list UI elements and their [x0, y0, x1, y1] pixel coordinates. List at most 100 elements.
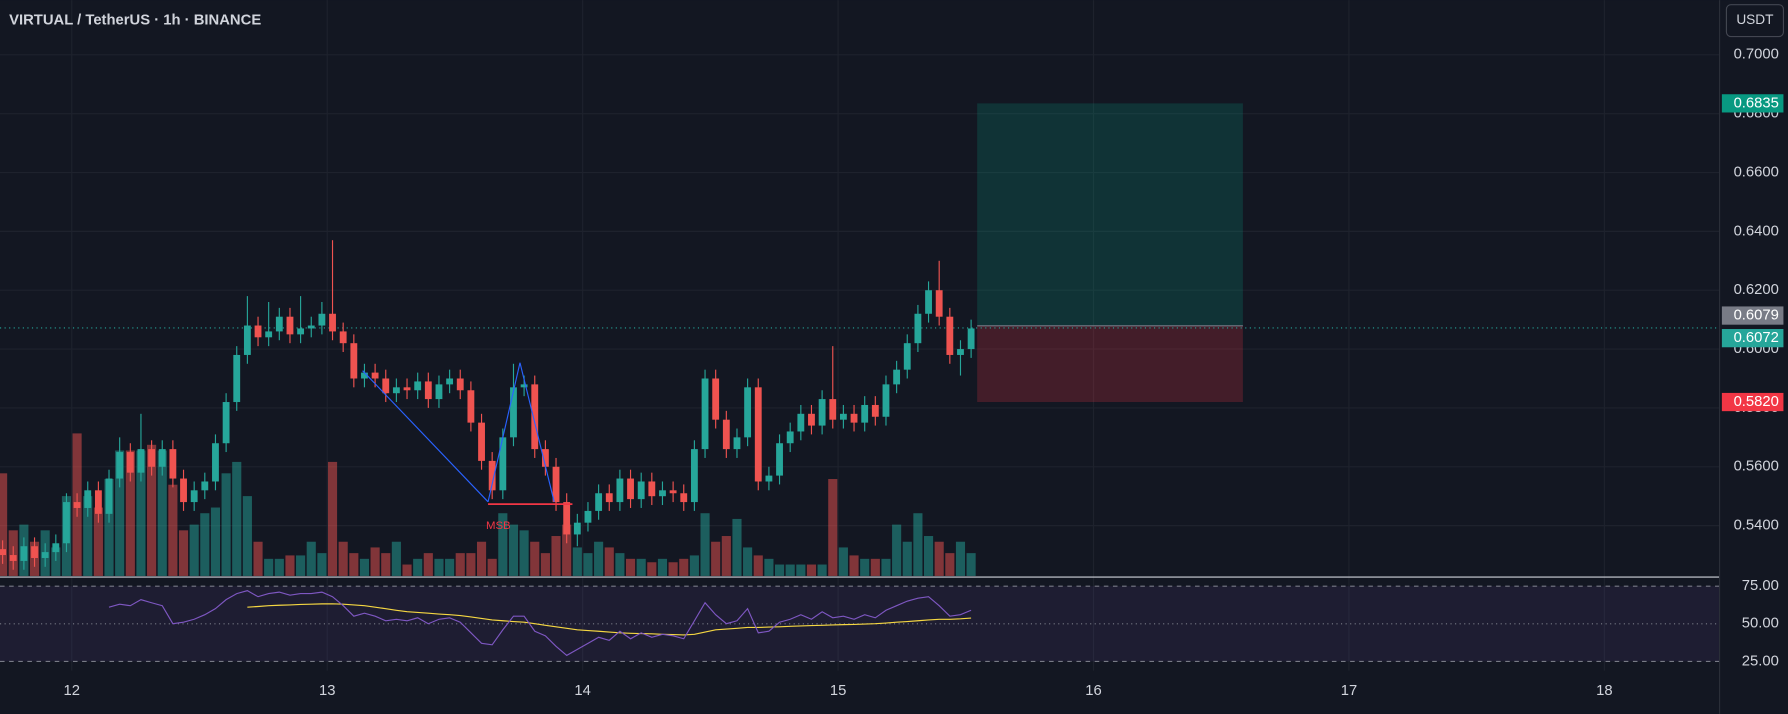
- candle-body: [307, 325, 315, 329]
- currency-button[interactable]: [1725, 4, 1785, 38]
- candle-body: [680, 493, 688, 503]
- grid: [0, 0, 1720, 671]
- volume-bar: [796, 564, 806, 576]
- volume-bar: [870, 558, 880, 576]
- volume-bar: [508, 524, 519, 576]
- volume-bar: [913, 513, 923, 576]
- candle-body: [63, 502, 70, 544]
- volume-bar: [551, 536, 561, 576]
- volume-bar: [83, 496, 93, 576]
- candle-body: [563, 502, 571, 535]
- currency-label[interactable]: USDT: [1736, 12, 1774, 27]
- candle-body: [648, 481, 656, 497]
- volume-bar: [232, 461, 242, 576]
- volume-bar: [125, 450, 135, 576]
- volume-bar: [849, 555, 859, 576]
- candle-body: [254, 325, 262, 338]
- candle-body: [584, 510, 592, 523]
- candle-body: [925, 290, 932, 314]
- candle-body: [467, 390, 475, 423]
- volume-bar: [136, 450, 146, 576]
- candle-body: [531, 384, 539, 450]
- rsi-ma-line: [247, 603, 972, 636]
- candle-body: [148, 449, 156, 467]
- candle-body: [946, 316, 954, 355]
- volume-bar: [359, 558, 370, 576]
- volume-bar: [317, 553, 327, 576]
- y-tick-label: 0.6600: [1734, 164, 1779, 180]
- entry-label-box: [1721, 306, 1784, 325]
- volume-bar: [711, 541, 721, 576]
- volume-bar: [189, 524, 199, 576]
- x-tick-label: 17: [1341, 683, 1357, 699]
- rsi-pane: [0, 585, 1720, 662]
- candle-body: [605, 493, 613, 503]
- candle-body: [914, 313, 922, 344]
- candle-body: [350, 343, 358, 379]
- candle-body: [637, 481, 645, 500]
- volume-bar: [402, 564, 412, 576]
- candle-body: [318, 313, 326, 326]
- stop-zone: [977, 325, 1243, 403]
- volume-bar: [753, 555, 763, 576]
- candle-body: [829, 399, 837, 420]
- candle-body: [73, 502, 81, 508]
- candle-body: [233, 354, 241, 403]
- volume-bar: [902, 541, 912, 576]
- volume-bar: [966, 553, 976, 576]
- candle-body: [510, 387, 517, 438]
- candle-body: [222, 402, 230, 444]
- volume-bar: [296, 555, 306, 576]
- candle-body: [871, 404, 879, 417]
- volume-bar: [743, 547, 753, 576]
- candle-body: [850, 413, 858, 423]
- price-axis: 12 13 14 15 16 17 180.70000.68000.66000.64000.…: [64, 47, 1784, 699]
- volume-bar: [838, 547, 848, 576]
- candle-body: [786, 431, 794, 444]
- target-label-box: [1721, 94, 1784, 113]
- volume-bar: [327, 461, 338, 576]
- candle-body: [733, 437, 741, 450]
- candle-body: [765, 475, 773, 482]
- volume-bar: [689, 555, 699, 576]
- candle-body: [243, 325, 251, 355]
- volume-bar: [253, 541, 263, 576]
- volume-bar: [923, 536, 934, 576]
- volume-bar: [721, 536, 731, 576]
- volume-bar: [679, 558, 689, 576]
- rsi-line: [108, 590, 972, 657]
- candle-body: [808, 413, 815, 426]
- candle-body: [861, 404, 869, 423]
- volume-bar: [221, 473, 231, 576]
- candle-body: [116, 452, 124, 479]
- entry-label: 0.6079: [1734, 307, 1779, 323]
- candle-body: [190, 490, 198, 503]
- volume-bar: [498, 513, 508, 576]
- volume-bar: [615, 553, 625, 576]
- candle-body: [424, 381, 432, 400]
- candle-body: [616, 478, 624, 503]
- candle-body: [265, 331, 273, 338]
- stop-label: 0.5820: [1734, 394, 1779, 410]
- volume-bar: [210, 507, 221, 576]
- volume-bar: [264, 558, 274, 576]
- candle-body: [31, 546, 38, 558]
- y-tick-label: 0.5400: [1734, 518, 1779, 534]
- stop-label-box: [1721, 392, 1784, 412]
- candle-body: [967, 328, 975, 350]
- volume-bar: [455, 553, 465, 576]
- x-tick-label: 12: [64, 683, 80, 699]
- candle-body: [595, 493, 603, 511]
- candle-body: [818, 399, 826, 426]
- volume-bar: [647, 562, 657, 576]
- volume-bar: [785, 564, 795, 576]
- volume-bar: [572, 547, 582, 576]
- volume-bar: [817, 564, 827, 576]
- candle-body: [435, 384, 443, 400]
- rsi-tick-label: 75.00: [1742, 578, 1779, 594]
- candle-body: [882, 384, 890, 417]
- volume-bar: [476, 541, 487, 576]
- candle-body: [297, 328, 305, 335]
